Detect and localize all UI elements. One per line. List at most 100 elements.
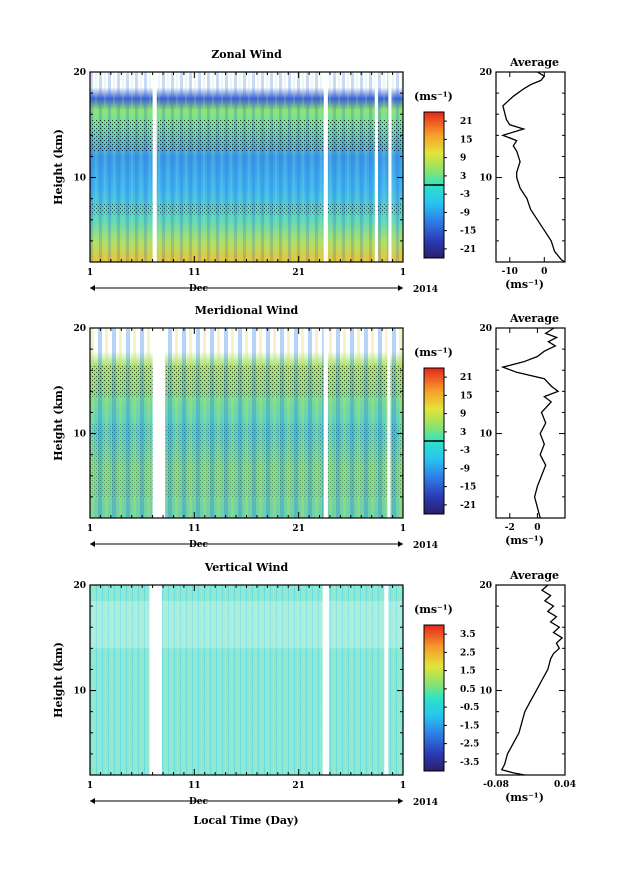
- colorbar-tick-label: 15: [460, 135, 473, 145]
- average-unit-label: (ms⁻¹): [505, 534, 544, 547]
- colorbar-tick-label: 3: [460, 428, 466, 438]
- x-tick-label: 21: [292, 524, 305, 534]
- panel-title: Zonal Wind: [211, 48, 282, 61]
- average-title: Average: [509, 312, 559, 325]
- colorbar-tick-label: 9: [460, 154, 466, 164]
- data-gap: [149, 585, 162, 775]
- average-profile-line: [500, 584, 564, 776]
- data-gap: [388, 72, 392, 262]
- colorbar-tick-label: -2.5: [460, 740, 479, 750]
- average-title: Average: [509, 569, 559, 582]
- y-tick-label: 20: [73, 324, 86, 334]
- y-tick-label: 10: [73, 430, 86, 440]
- y-tick-label: 20: [73, 68, 86, 78]
- field-vertical: [90, 585, 403, 775]
- field-streaks: [90, 72, 403, 262]
- month-label: Dec: [189, 540, 209, 550]
- average-y-tick-label: 10: [479, 430, 492, 440]
- stipple-band: [90, 203, 403, 215]
- colorbar-tick-label: 2.5: [460, 648, 476, 658]
- colorbar-tick-label: 1.5: [460, 667, 476, 677]
- colorbar-tick-label: -3.5: [460, 758, 479, 768]
- average-x-tick-label: -0.08: [483, 780, 509, 790]
- y-tick-label: 10: [73, 687, 86, 697]
- colorbar-tick-label: 15: [460, 391, 473, 401]
- colorbar-tick-label: -9: [460, 464, 470, 474]
- average-unit-label: (ms⁻¹): [505, 791, 544, 804]
- month-line-arrow-right: [398, 541, 403, 547]
- x-tick-label: 1: [87, 524, 93, 534]
- colorbar-tick-label: 9: [460, 410, 466, 420]
- x-tick-label: 21: [292, 268, 305, 278]
- x-tick-label: 1: [87, 268, 93, 278]
- data-gap: [387, 328, 391, 518]
- x-tick-label: 1: [400, 781, 406, 791]
- average-x-tick-label: 0: [541, 267, 547, 277]
- x-tick-label: 1: [400, 268, 406, 278]
- average-y-tick-label: 20: [479, 581, 492, 591]
- month-label: Dec: [189, 284, 209, 294]
- data-gap: [384, 585, 389, 775]
- colorbar-tick-label: -1.5: [460, 721, 479, 731]
- x-tick-label: 1: [87, 781, 93, 791]
- y-tick-label: 20: [73, 581, 86, 591]
- vertical-top-fade: [90, 600, 403, 649]
- colorbar-unit: (ms⁻¹): [414, 90, 453, 103]
- data-gap: [374, 72, 378, 262]
- average-frame: [495, 584, 566, 776]
- colorbar-tick-label: -15: [460, 483, 476, 493]
- month-line-arrow-left: [90, 798, 95, 804]
- average-x-tick-label: -10: [502, 267, 518, 277]
- data-gap: [322, 585, 329, 775]
- colorbar-tick-label: 21: [460, 373, 473, 383]
- year-label: 2014: [413, 798, 438, 808]
- panel-title: Meridional Wind: [195, 304, 299, 317]
- colorbar-tick-label: -21: [460, 245, 476, 255]
- colorbar-unit: (ms⁻¹): [414, 603, 453, 616]
- average-y-tick-label: 10: [479, 687, 492, 697]
- x-tick-label: 11: [188, 524, 201, 534]
- panel-title: Vertical Wind: [204, 561, 289, 574]
- data-gap: [152, 328, 166, 518]
- colorbar-tick-label: -15: [460, 227, 476, 237]
- colorbar-tick-label: 0.5: [460, 685, 476, 695]
- stipple-band: [90, 364, 403, 397]
- data-gap: [152, 72, 157, 262]
- month-line-arrow-left: [90, 285, 95, 291]
- month-label: Dec: [189, 797, 209, 807]
- average-y-tick-label: 20: [479, 324, 492, 334]
- x-tick-label: 21: [292, 781, 305, 791]
- average-title: Average: [509, 56, 559, 69]
- year-label: 2014: [413, 541, 438, 551]
- average-profile-line: [500, 71, 566, 263]
- average-frame: [495, 327, 566, 519]
- data-gap: [323, 72, 328, 262]
- colorbar-tick-label: 3.5: [460, 630, 476, 640]
- colorbar: [423, 624, 445, 772]
- x-tick-label: 1: [400, 524, 406, 534]
- average-y-tick-label: 10: [479, 174, 492, 184]
- year-label: 2014: [413, 285, 438, 295]
- stipple-band: [90, 423, 403, 497]
- colorbar-tick-label: 21: [460, 117, 473, 127]
- data-gap: [323, 328, 328, 518]
- colorbar-tick-label: -21: [460, 501, 476, 511]
- x-tick-label: 11: [188, 781, 201, 791]
- colorbar-tick-label: 3: [460, 172, 466, 182]
- average-y-tick-label: 20: [479, 68, 492, 78]
- y-axis-label: Height (km): [52, 129, 65, 205]
- colorbar-tick-label: -0.5: [460, 703, 479, 713]
- x-axis-label: Local Time (Day): [193, 814, 298, 827]
- average-profile-line: [500, 327, 560, 519]
- month-line-arrow-right: [398, 798, 403, 804]
- colorbar-tick-label: -3: [460, 190, 470, 200]
- colorbar-unit: (ms⁻¹): [414, 346, 453, 359]
- month-line-arrow-right: [398, 285, 403, 291]
- x-tick-label: 11: [188, 268, 201, 278]
- colorbar-tick-label: -9: [460, 208, 470, 218]
- average-frame: [495, 71, 566, 263]
- y-axis-label: Height (km): [52, 642, 65, 718]
- y-axis-label: Height (km): [52, 385, 65, 461]
- average-unit-label: (ms⁻¹): [505, 278, 544, 291]
